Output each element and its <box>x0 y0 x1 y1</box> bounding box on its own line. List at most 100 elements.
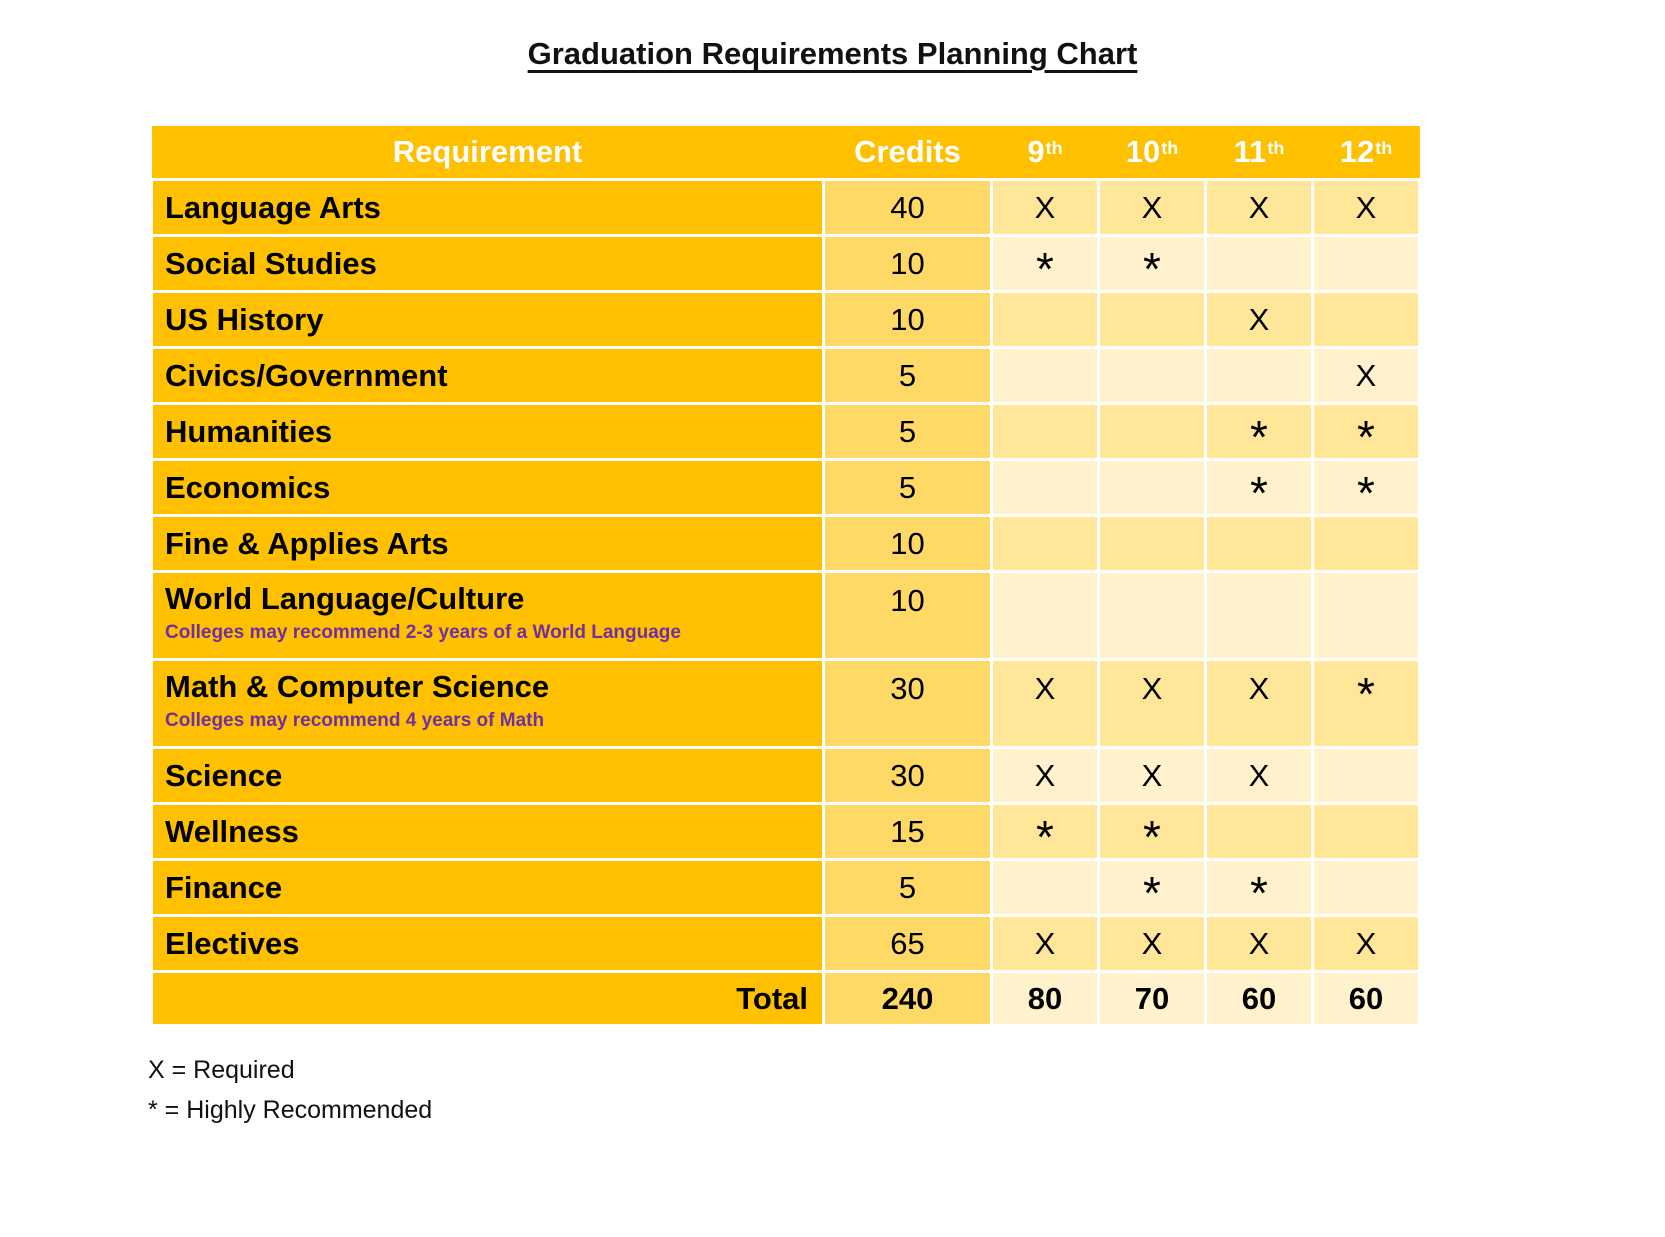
requirement-label-cell: Social Studies <box>150 234 825 293</box>
credits-cell: 65 <box>822 914 993 973</box>
credits-cell: 30 <box>822 658 993 749</box>
table-body: Language Arts 40 X X X X Social Studies 10 * * US … <box>150 178 1421 1027</box>
grade-mark-cell: 60 <box>1311 970 1421 1027</box>
grade-mark-cell: * <box>1311 402 1421 461</box>
grade-mark: 80 <box>1027 980 1063 1016</box>
grade-mark-cell <box>1311 802 1421 861</box>
grade-mark-cell: * <box>1311 658 1421 749</box>
grade-mark-cell: X <box>1097 658 1207 749</box>
requirement-label-cell: Civics/Government <box>150 346 825 405</box>
grade-mark: X <box>1034 189 1056 225</box>
requirement-label: World Language/Culture <box>165 581 525 616</box>
table-row: Civics/Government 5 X <box>150 346 1421 405</box>
grade-ordinal-suffix: th <box>1161 137 1179 158</box>
requirement-label-cell: Science <box>150 746 825 805</box>
grade-mark-cell: X <box>1311 178 1421 237</box>
table-row: US History 10 X <box>150 290 1421 349</box>
requirement-label-cell: World Language/Culture Colleges may recom… <box>150 570 825 661</box>
grade-mark: X <box>1034 925 1056 961</box>
grade-mark: X <box>1141 925 1163 961</box>
requirement-label-cell: Wellness <box>150 802 825 861</box>
note-text: Colleges may recommend 4 years of Math <box>165 710 545 731</box>
total-row: Total 240 80 70 60 60 <box>150 970 1421 1027</box>
grade-mark-cell: * <box>1204 402 1314 461</box>
table-wrap: Requirement Credits 9th 10th 11th 12th Langua… <box>150 126 1421 1027</box>
header-row: Requirement Credits 9th 10th 11th 12th <box>151 126 1420 180</box>
grade-mark-cell: X <box>1311 914 1421 973</box>
table-row: Electives 65 X X X X <box>150 914 1421 973</box>
requirement-label: Electives <box>165 925 300 961</box>
credits-cell: 5 <box>822 346 993 405</box>
requirement-label: Finance <box>165 869 283 905</box>
table-row: Humanities 5 * * <box>150 402 1421 461</box>
grade-mark-cell: * <box>1097 234 1207 293</box>
grade-mark-cell: * <box>1204 858 1314 917</box>
credits-cell: 10 <box>822 514 993 573</box>
grade-mark-cell: X <box>1097 746 1207 805</box>
requirement-label-cell: Electives <box>150 914 825 973</box>
grade-mark-cell: * <box>1204 458 1314 517</box>
grade-number: 9 <box>1027 134 1045 169</box>
grade-mark: X <box>1034 671 1056 706</box>
requirement-label-cell: Math & Computer Science Colleges may reco… <box>150 658 825 749</box>
requirements-table: Requirement Credits 9th 10th 11th 12th Langua… <box>150 126 1421 1027</box>
grade-header-cell: 9th <box>991 126 1099 180</box>
grade-mark-cell: X <box>990 178 1100 237</box>
grade-header-cell: 10th <box>1098 126 1206 180</box>
grade-mark: 60 <box>1348 980 1384 1016</box>
table-row: Economics 5 * * <box>150 458 1421 517</box>
grade-mark: X <box>1355 357 1377 393</box>
grade-mark-cell <box>1311 514 1421 573</box>
table-row: Science 30 X X X <box>150 746 1421 805</box>
grade-mark: X <box>1248 301 1270 337</box>
requirement-label: Science <box>165 757 283 793</box>
grade-mark-cell <box>1311 858 1421 917</box>
grade-mark-cell: X <box>1204 290 1314 349</box>
table-row: Language Arts 40 X X X X <box>150 178 1421 237</box>
requirement-label: US History <box>165 301 324 337</box>
credits-cell: 10 <box>822 290 993 349</box>
credits-cell: 10 <box>822 570 993 661</box>
requirement-label: Fine & Applies Arts <box>165 525 449 561</box>
grade-mark-cell: 70 <box>1097 970 1207 1027</box>
grade-mark-cell <box>1097 514 1207 573</box>
grade-mark: X <box>1355 925 1377 961</box>
requirement-label-cell: Humanities <box>150 402 825 461</box>
table-row: Social Studies 10 * * <box>150 234 1421 293</box>
grade-mark-cell <box>990 458 1100 517</box>
grade-mark: X <box>1141 189 1163 225</box>
grade-mark-cell <box>990 858 1100 917</box>
credits-cell: 40 <box>822 178 993 237</box>
grade-mark-cell: * <box>990 234 1100 293</box>
grade-mark-cell <box>1097 458 1207 517</box>
grade-mark-cell: 80 <box>990 970 1100 1027</box>
requirement-label: Total <box>736 980 808 1016</box>
grade-mark-cell: * <box>1097 858 1207 917</box>
requirement-label-cell: Language Arts <box>150 178 825 237</box>
requirement-label: Math & Computer Science <box>165 669 550 704</box>
credits-header-cell: Credits <box>823 126 992 180</box>
grade-mark-cell: * <box>1311 458 1421 517</box>
requirement-label: Wellness <box>165 813 299 849</box>
grade-mark-cell: X <box>1311 346 1421 405</box>
grade-mark-cell <box>990 402 1100 461</box>
requirement-label: Economics <box>165 469 331 505</box>
grade-mark: X <box>1248 757 1270 793</box>
table-row: Math & Computer Science Colleges may reco… <box>150 658 1421 749</box>
grade-mark: X <box>1141 671 1163 706</box>
requirement-label-cell: Finance <box>150 858 825 917</box>
grade-mark-cell <box>1204 514 1314 573</box>
requirement-label: Civics/Government <box>165 357 448 393</box>
grade-header-cell: 11th <box>1205 126 1313 180</box>
grade-mark-cell: X <box>990 746 1100 805</box>
grade-mark-cell: X <box>1204 746 1314 805</box>
grade-header-cell: 12th <box>1312 126 1420 180</box>
grade-mark: X <box>1248 189 1270 225</box>
grade-mark-cell <box>990 346 1100 405</box>
requirement-label-cell: Economics <box>150 458 825 517</box>
table-row: Finance 5 * * <box>150 858 1421 917</box>
grade-mark-cell <box>1097 290 1207 349</box>
grade-mark-cell <box>1097 570 1207 661</box>
grade-mark-cell: X <box>990 658 1100 749</box>
